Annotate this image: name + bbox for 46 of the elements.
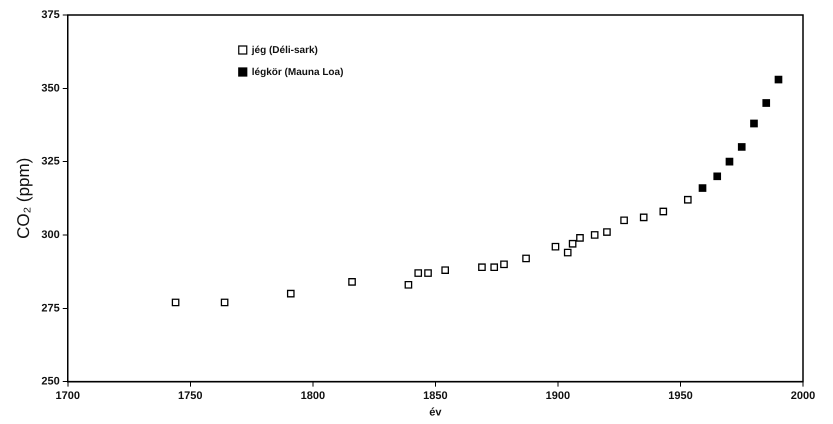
- point: [552, 242, 560, 251]
- point: [348, 278, 356, 286]
- point: [220, 298, 228, 306]
- y-tick-label: 275: [41, 302, 60, 314]
- point: [640, 214, 648, 222]
- x-tick-label: 1700: [56, 390, 80, 402]
- y-axis-title: CO₂ (ppm): [14, 158, 33, 239]
- point: [500, 260, 508, 268]
- point: [750, 120, 758, 128]
- point: [698, 184, 706, 192]
- point: [478, 263, 486, 272]
- point: [713, 172, 722, 180]
- point: [590, 231, 599, 239]
- point: [564, 248, 572, 256]
- y-tick-label: 375: [41, 9, 60, 22]
- point: [490, 263, 498, 272]
- x-tick-label: 1850: [423, 390, 448, 402]
- legend-label: jég (Déli-sark): [250, 44, 318, 56]
- point: [172, 298, 180, 306]
- point: [603, 228, 611, 236]
- point: [286, 290, 295, 298]
- point: [404, 280, 412, 289]
- x-tick-label: 1800: [300, 390, 326, 402]
- legend-label: légkör (Mauna Loa): [252, 66, 344, 78]
- point: [726, 158, 734, 166]
- point: [576, 234, 584, 242]
- point: [414, 269, 422, 277]
- point: [522, 254, 530, 262]
- point: [774, 76, 782, 84]
- point: [424, 269, 432, 277]
- x-tick-label: 1950: [668, 390, 693, 402]
- point: [620, 216, 628, 224]
- x-tick-label: 1750: [178, 390, 203, 402]
- x-tick-label: 1900: [546, 390, 570, 402]
- y-tick-label: 300: [41, 228, 60, 241]
- y-tick-label: 325: [41, 156, 60, 168]
- x-tick-label: 2000: [790, 390, 816, 402]
- x-axis-title: év: [429, 406, 442, 418]
- point: [738, 143, 746, 151]
- point: [659, 208, 668, 216]
- point: [762, 99, 770, 107]
- point: [684, 196, 692, 204]
- y-tick-label: 250: [41, 376, 60, 388]
- y-tick-label: 350: [41, 82, 60, 94]
- point: [441, 266, 450, 274]
- point: [568, 240, 576, 248]
